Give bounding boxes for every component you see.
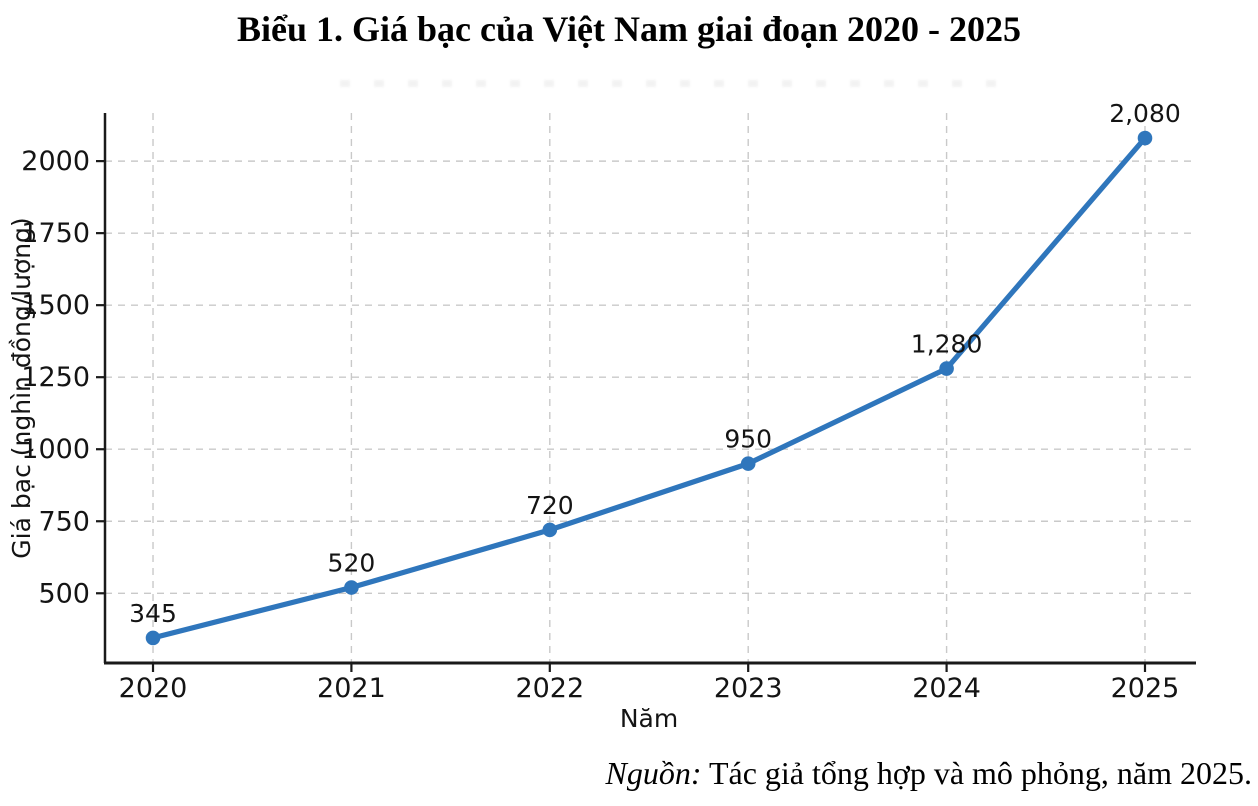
data-point (542, 522, 558, 538)
y-tick-label: 1750 (21, 218, 90, 249)
y-tick-label: 500 (38, 578, 90, 609)
y-tick-label: 1000 (21, 434, 90, 465)
source-text: Tác giả tổng hợp và mô phỏng, năm 2025. (701, 755, 1252, 791)
y-tick-label: 1250 (21, 362, 90, 393)
data-point-label: 345 (129, 599, 177, 628)
x-tick-label: 2020 (119, 673, 188, 704)
y-tick-label: 750 (38, 506, 90, 537)
chart-title: Biểu 1. Giá bạc của Việt Nam giai đoạn 2… (236, 9, 1022, 49)
y-tick-label: 1500 (21, 290, 90, 321)
x-tick-label: 2021 (317, 673, 386, 704)
source-label: Nguồn: (605, 755, 702, 791)
x-tick-label: 2024 (912, 673, 981, 704)
y-tick-label: 2000 (21, 146, 90, 177)
data-point (145, 630, 161, 646)
line-chart: 500 750 1000 1250 1500 1750 2000 2020 2021 2022 20… (7, 99, 1196, 733)
y-axis-label: Giá bạc (nghìn đồng/lượng) (7, 217, 36, 558)
x-tick-label: 2025 (1111, 673, 1180, 704)
data-point-label: 1,280 (911, 330, 983, 359)
data-point-label: 520 (328, 549, 376, 578)
data-point-label: 2,080 (1109, 99, 1181, 128)
data-point (1137, 130, 1153, 146)
data-point (939, 361, 954, 376)
data-point (740, 456, 756, 471)
data-point-label: 720 (526, 491, 574, 520)
ghost-text-artifact (340, 80, 1020, 87)
x-axis-label: Năm (620, 704, 678, 733)
x-tick-label: 2022 (515, 673, 584, 704)
source-note: Nguồn: Tác giả tổng hợp và mô phỏng, năm… (606, 755, 1252, 792)
data-point-label: 950 (724, 425, 772, 454)
data-point (344, 580, 359, 595)
data-line (150, 135, 1148, 641)
x-tick-label: 2023 (714, 673, 783, 704)
